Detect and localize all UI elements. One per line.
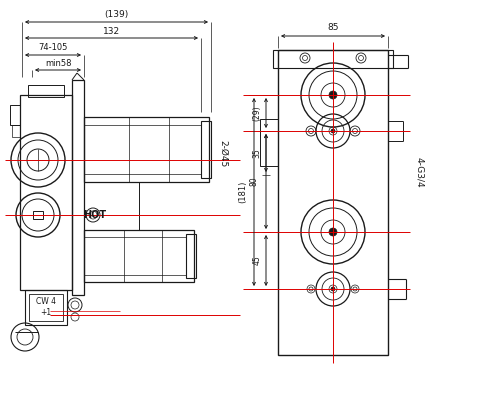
Bar [260,119,278,166]
Text: min58: min58 [45,59,72,68]
Text: (139): (139) [104,10,128,20]
Bar [84,117,209,182]
Text: 132: 132 [103,27,120,35]
Circle shape [331,129,335,133]
Circle shape [331,287,335,291]
Text: 85: 85 [327,23,339,33]
Text: 74-105: 74-105 [38,43,68,53]
Text: 4-G3/4: 4-G3/4 [416,157,424,187]
Bar [12,125,20,137]
Circle shape [329,91,337,99]
Bar [25,290,67,325]
Bar [20,95,72,290]
Text: (29): (29) [252,105,262,121]
Text: CW 4
+1: CW 4 +1 [36,297,56,317]
Bar [84,182,139,230]
Text: (181): (181) [238,181,248,203]
Bar [273,50,393,68]
Bar [33,211,43,219]
Text: 2-Ø45: 2-Ø45 [218,140,228,168]
Bar [29,294,63,321]
Text: 45: 45 [252,255,262,265]
Bar [186,234,196,278]
Text: 35: 35 [252,148,262,158]
Bar [278,50,388,355]
Bar [84,230,194,282]
Text: 80: 80 [250,176,258,186]
Bar [72,80,84,295]
Circle shape [329,228,337,236]
Bar [201,121,211,178]
Bar [28,85,64,97]
Text: HOT: HOT [84,210,106,220]
Bar [10,105,20,125]
